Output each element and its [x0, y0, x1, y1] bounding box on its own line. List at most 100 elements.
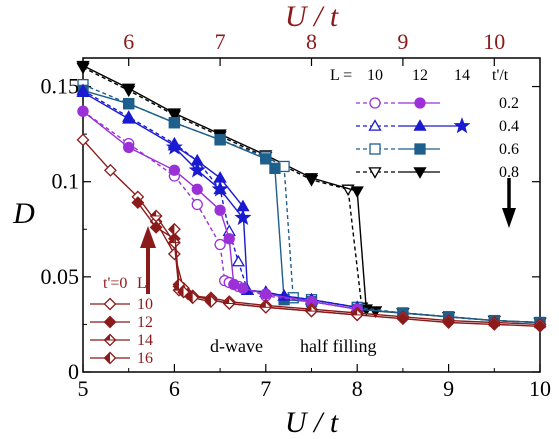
tick-labels: 5 6 7 8 9 10 0 0.05 0.1 0.15 6 7 8 9 10	[41, 29, 552, 401]
data-point	[149, 220, 163, 234]
axis-ticks	[82, 58, 541, 373]
data-point	[103, 315, 117, 329]
x-tick-label: 9	[443, 376, 454, 401]
data-point	[76, 133, 90, 147]
y-axis-title: D	[12, 197, 35, 230]
x-tick-label: 7	[260, 376, 271, 401]
legend-bottom-row-10: 10	[137, 296, 153, 313]
series-line	[82, 66, 541, 324]
legend-top-size-12: 12	[412, 67, 428, 84]
x-tick-label: 5	[78, 376, 89, 401]
data-point	[350, 186, 364, 199]
annotation-half-filling: half filling	[300, 336, 376, 356]
y-tick-label: 0	[68, 359, 79, 384]
series-line	[155, 215, 358, 316]
legend-top-size-10: 10	[367, 67, 383, 84]
legend-top-size-14: 14	[454, 67, 470, 84]
legend-top-L-header: L =	[330, 67, 352, 84]
arrow-down-black	[502, 178, 516, 228]
y-tick-label: 0.05	[41, 264, 80, 289]
legend-top: L = 10 12 14 t'/t 0.2 0.4 0.6 0.8	[330, 67, 519, 181]
series-line	[137, 202, 541, 327]
data-point	[168, 117, 181, 129]
data-point	[305, 304, 318, 318]
x-tick-label: 8	[352, 376, 363, 401]
legend-bottom-row-16: 16	[137, 350, 153, 367]
data-point	[191, 183, 203, 195]
data-point	[191, 198, 203, 211]
data-series	[76, 60, 547, 333]
top-axis-title: U / t	[285, 0, 339, 33]
data-point	[222, 297, 236, 310]
data-point	[396, 312, 410, 326]
top-tick-label: 8	[306, 29, 317, 54]
data-point	[260, 153, 272, 165]
data-point	[214, 238, 226, 251]
data-point	[167, 222, 181, 236]
data-point	[167, 247, 181, 261]
data-point	[453, 117, 471, 134]
data-point	[231, 254, 246, 267]
data-point	[414, 97, 426, 109]
data-point	[131, 196, 145, 210]
top-tick-label: 9	[397, 29, 408, 54]
top-tick-label: 10	[483, 29, 505, 54]
data-point	[186, 291, 200, 305]
data-point	[259, 300, 273, 314]
y-tick-label: 0.15	[41, 74, 80, 99]
series-line	[82, 64, 541, 324]
data-point	[487, 318, 501, 331]
data-point	[368, 119, 382, 131]
legend-bottom-samples	[90, 297, 130, 365]
data-point	[172, 278, 186, 291]
data-point	[369, 143, 381, 155]
annotation-dwave: d-wave	[210, 336, 263, 356]
data-point	[368, 167, 382, 179]
data-point	[167, 236, 181, 250]
data-point	[188, 161, 206, 178]
legend-top-row-0.2: 0.2	[499, 95, 519, 112]
series-line	[173, 146, 244, 219]
data-point	[204, 295, 218, 309]
data-point	[350, 308, 364, 322]
data-point	[413, 167, 427, 179]
arrow-up-brown	[140, 226, 156, 294]
x-axis-title: U / t	[285, 406, 339, 439]
data-point	[123, 98, 135, 110]
data-point	[103, 351, 117, 365]
y-tick-label: 0.1	[52, 169, 80, 194]
data-point	[214, 134, 226, 146]
data-point	[413, 119, 427, 131]
legend-top-samples	[356, 97, 471, 179]
data-point	[214, 204, 226, 216]
data-point	[123, 141, 135, 154]
x-tick-label: 6	[169, 376, 180, 401]
data-point	[223, 233, 235, 245]
data-point	[103, 297, 117, 311]
series-6	[165, 138, 252, 226]
data-point	[237, 282, 249, 294]
data-point	[414, 143, 426, 155]
series-line	[82, 139, 541, 326]
data-point	[167, 108, 182, 120]
data-point	[77, 105, 89, 117]
data-point	[122, 112, 136, 124]
data-point	[260, 288, 272, 300]
data-point	[168, 164, 181, 176]
data-point	[304, 173, 319, 185]
data-point	[177, 285, 190, 299]
series-12	[167, 222, 218, 309]
data-point	[165, 138, 183, 155]
data-point	[149, 209, 163, 223]
legend-top-row-0.6: 0.6	[499, 141, 519, 158]
legend-bottom-L-header: L	[137, 275, 147, 292]
series-line	[82, 83, 541, 324]
legend-top-tprime-header: t'/t	[492, 67, 509, 84]
data-point	[104, 163, 117, 177]
legend-top-row-0.8: 0.8	[499, 164, 519, 181]
series-11	[149, 209, 364, 322]
data-point	[103, 333, 117, 347]
legend-bottom-row-12: 12	[137, 314, 153, 331]
series-line	[82, 89, 541, 324]
